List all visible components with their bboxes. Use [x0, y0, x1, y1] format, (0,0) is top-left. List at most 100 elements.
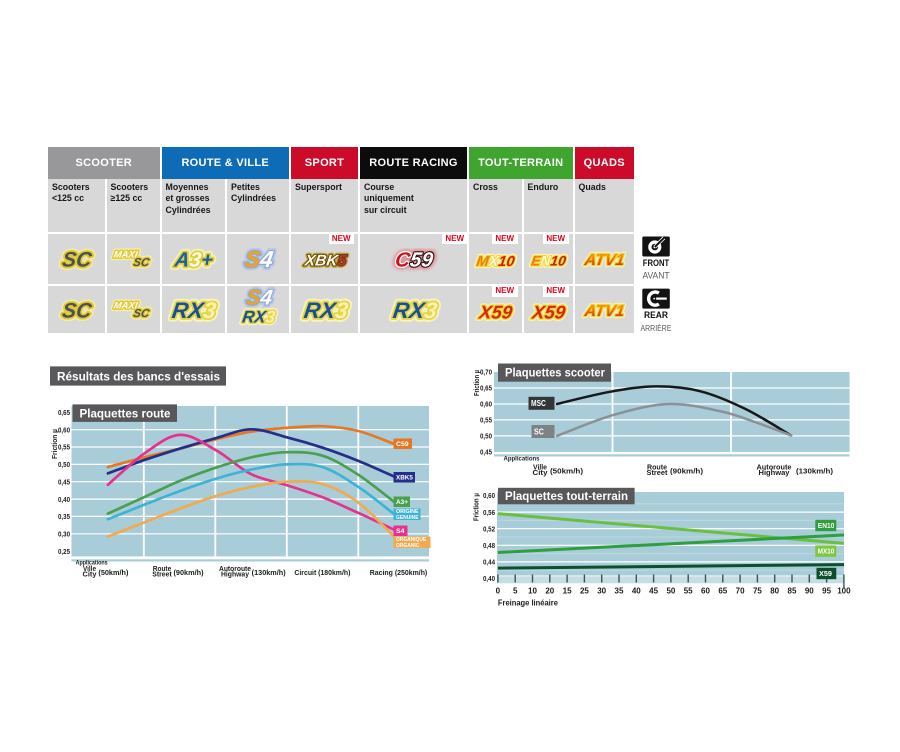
svg-text:RX3: RX3	[302, 298, 350, 323]
svg-text:35: 35	[615, 587, 624, 596]
svg-text:Route: Route	[153, 564, 172, 573]
svg-text:MSC: MSC	[531, 399, 546, 408]
svg-text:SC: SC	[132, 308, 151, 320]
svg-text:Plaquettes tout-terrain: Plaquettes tout-terrain	[505, 491, 628, 503]
svg-text:Ville: Ville	[533, 463, 547, 472]
svg-text:55: 55	[684, 587, 693, 596]
svg-text:100: 100	[837, 587, 851, 596]
svg-text:0,44: 0,44	[483, 558, 496, 567]
svg-text:Street: Street	[647, 468, 669, 477]
svg-text:90: 90	[805, 587, 814, 596]
svg-text:80: 80	[770, 587, 779, 596]
svg-text:Street: Street	[152, 570, 172, 579]
svg-text:XBK5: XBK5	[302, 253, 347, 270]
svg-text:10: 10	[528, 587, 537, 596]
svg-text:SC: SC	[132, 257, 151, 269]
svg-text:XBK5: XBK5	[396, 475, 413, 482]
svg-text:75: 75	[753, 587, 762, 596]
svg-text:S4: S4	[244, 286, 273, 310]
svg-text:ORGANIC: ORGANIC	[396, 543, 419, 549]
svg-text:45: 45	[649, 587, 658, 596]
svg-text:50: 50	[666, 587, 675, 596]
svg-text:X59: X59	[477, 301, 514, 322]
svg-text:Résultats des bancs d'essais: Résultats des bancs d'essais	[57, 369, 220, 383]
svg-text:(130km/h): (130km/h)	[252, 568, 287, 577]
svg-text:SC: SC	[534, 427, 544, 436]
svg-text:MAXI: MAXI	[113, 250, 139, 261]
svg-text:SC: SC	[61, 299, 94, 322]
svg-text:A3+: A3+	[172, 248, 214, 271]
svg-text:EN10: EN10	[530, 253, 567, 269]
svg-text:0,40: 0,40	[58, 495, 70, 504]
svg-text:MAXI: MAXI	[113, 301, 139, 312]
svg-text:MAXI: MAXI	[113, 301, 139, 312]
svg-text:S4: S4	[244, 286, 273, 310]
svg-text:0: 0	[496, 587, 501, 596]
svg-text:0,48: 0,48	[483, 541, 495, 550]
svg-text:30: 30	[597, 587, 606, 596]
svg-text:MX10: MX10	[476, 254, 516, 270]
svg-text:A3+: A3+	[172, 248, 214, 271]
svg-text:C59: C59	[396, 441, 409, 448]
svg-text:0,55: 0,55	[480, 416, 492, 425]
svg-text:S4: S4	[244, 286, 273, 310]
svg-text:0,70: 0,70	[480, 368, 492, 377]
svg-text:RX3: RX3	[391, 298, 439, 323]
svg-text:RX3: RX3	[171, 298, 219, 323]
svg-text:X59: X59	[530, 301, 567, 322]
svg-text:60: 60	[701, 587, 710, 596]
svg-text:C59: C59	[393, 248, 434, 271]
svg-text:Freinage linéaire: Freinage linéaire	[498, 599, 558, 608]
svg-text:S4: S4	[396, 528, 405, 535]
svg-text:0,25: 0,25	[58, 547, 70, 556]
svg-text:A3+: A3+	[172, 248, 214, 271]
svg-text:15: 15	[563, 587, 572, 596]
svg-text:0,65: 0,65	[480, 384, 492, 393]
svg-text:City: City	[533, 468, 548, 477]
svg-text:0,40: 0,40	[483, 574, 495, 583]
svg-text:RX3: RX3	[241, 308, 277, 327]
svg-text:SC: SC	[61, 299, 94, 322]
svg-text:SC: SC	[61, 248, 94, 271]
svg-text:ATV1: ATV1	[583, 251, 626, 269]
svg-text:Racing (250km/h): Racing (250km/h)	[370, 568, 428, 577]
svg-text:0,60: 0,60	[483, 491, 495, 500]
svg-text:0,65: 0,65	[58, 408, 70, 417]
svg-text:ORIGINE: ORIGINE	[396, 509, 419, 515]
svg-text:EN10: EN10	[530, 253, 567, 269]
svg-text:0,35: 0,35	[58, 512, 70, 521]
svg-text:SC: SC	[61, 248, 94, 271]
svg-text:(50km/h): (50km/h)	[98, 568, 129, 577]
svg-text:40: 40	[632, 587, 641, 596]
svg-text:ARRIÈRE: ARRIÈRE	[641, 323, 672, 333]
svg-text:0,45: 0,45	[58, 477, 70, 486]
svg-text:0,50: 0,50	[58, 460, 70, 469]
svg-text:City: City	[83, 570, 97, 579]
svg-text:MX10: MX10	[476, 254, 516, 270]
svg-text:Highway: Highway	[759, 468, 790, 477]
svg-text:MAXI: MAXI	[113, 301, 139, 312]
svg-text:Circuit (180km/h): Circuit (180km/h)	[294, 568, 351, 577]
svg-text:20: 20	[545, 587, 554, 596]
svg-text:Plaquettes scooter: Plaquettes scooter	[505, 368, 605, 380]
svg-text:SC: SC	[132, 308, 151, 320]
svg-text:Plaquettes route: Plaquettes route	[80, 408, 171, 420]
svg-text:Ville: Ville	[83, 564, 96, 573]
svg-text:0,60: 0,60	[58, 425, 70, 434]
svg-text:MX10: MX10	[818, 549, 835, 556]
svg-text:Friction µ: Friction µ	[474, 493, 481, 521]
svg-text:RX3: RX3	[171, 298, 219, 323]
svg-text:GENUINE: GENUINE	[396, 515, 419, 521]
svg-text:ATV1: ATV1	[583, 301, 626, 319]
svg-text:Route: Route	[647, 463, 667, 472]
svg-text:65: 65	[718, 587, 727, 596]
svg-text:Autoroute: Autoroute	[757, 463, 792, 472]
svg-text:0,52: 0,52	[483, 524, 495, 533]
svg-text:0,45: 0,45	[480, 448, 492, 457]
svg-text:MAXI: MAXI	[113, 250, 139, 261]
svg-text:(90km/h): (90km/h)	[174, 568, 205, 577]
svg-text:REAR: REAR	[644, 310, 668, 321]
svg-text:Applications: Applications	[504, 456, 540, 463]
svg-text:0,56: 0,56	[483, 508, 495, 517]
svg-text:S4: S4	[243, 246, 275, 272]
